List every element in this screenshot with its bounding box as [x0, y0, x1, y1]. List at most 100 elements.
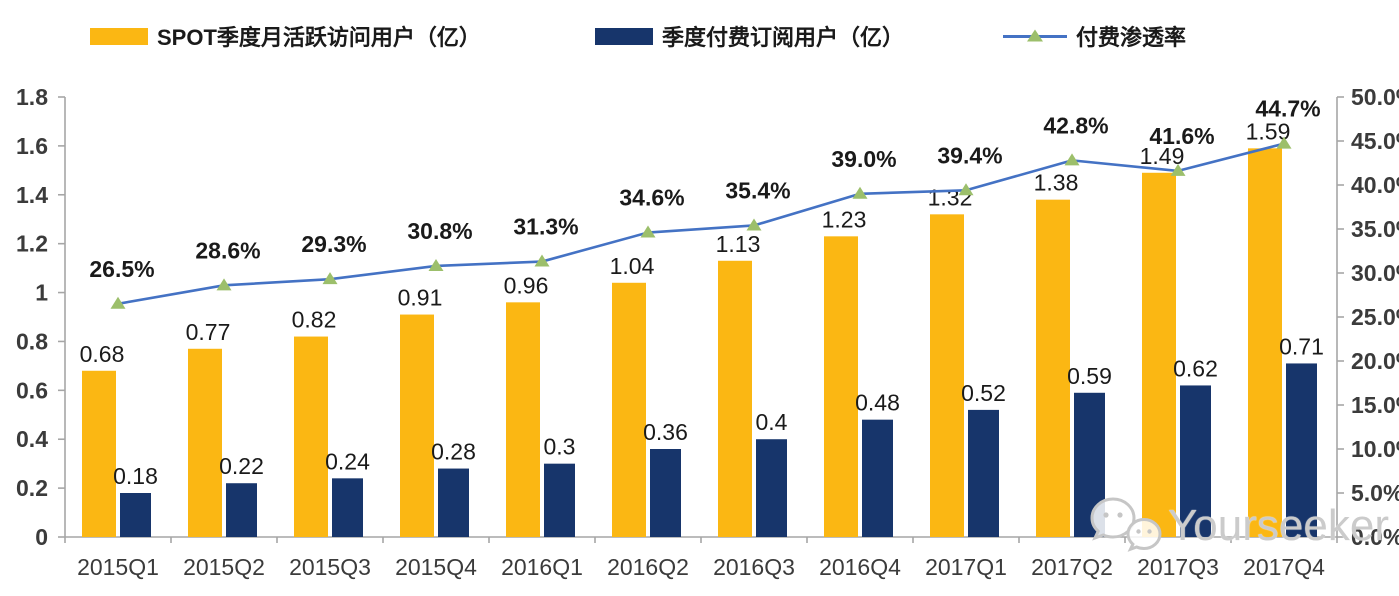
penetration-label: 39.0% [831, 146, 896, 172]
bar-subs-label: 0.24 [325, 448, 370, 474]
y-right-tick-label: 15.0% [1351, 392, 1399, 418]
x-axis-label: 2017Q3 [1137, 554, 1219, 580]
bar-subs-label: 0.18 [113, 463, 158, 489]
penetration-marker [1276, 136, 1292, 149]
bar-mau-label: 1.13 [716, 231, 761, 257]
x-axis-label: 2017Q2 [1031, 554, 1113, 580]
legend-item-subs[interactable]: 季度付费订阅用户（亿） [595, 20, 904, 52]
bar-subs-label: 0.28 [431, 439, 476, 465]
x-axis-label: 2016Q2 [607, 554, 689, 580]
bar-mau [188, 348, 222, 537]
penetration-label: 34.6% [619, 185, 684, 211]
legend-item-mau[interactable]: SPOT季度月活跃访问用户（亿） [90, 20, 481, 52]
penetration-label: 29.3% [301, 231, 366, 257]
bar-subs-label: 0.59 [1067, 363, 1112, 389]
mau-legend-swatch [90, 27, 148, 45]
y-right-tick-label: 10.0% [1351, 436, 1399, 462]
y-left-tick-label: 0.6 [16, 377, 48, 403]
penetration-label: 26.5% [89, 256, 154, 282]
bar-subs [968, 409, 999, 537]
y-right-tick-label: 40.0% [1351, 172, 1399, 198]
penetration-marker [534, 254, 550, 267]
penetration-legend-line-icon [1003, 29, 1067, 42]
penetration-label: 35.4% [725, 177, 790, 203]
penetration-label: 41.6% [1149, 123, 1214, 149]
penetration-marker [428, 258, 444, 271]
y-right-tick-label: 50.0% [1351, 84, 1399, 110]
penetration-marker [216, 278, 232, 291]
y-right-tick-label: 30.0% [1351, 260, 1399, 286]
bar-mau-label: 0.91 [398, 285, 443, 311]
penetration-marker [322, 272, 338, 285]
bar-mau [824, 236, 858, 538]
bar-subs-label: 0.48 [855, 390, 900, 416]
bar-mau [506, 302, 540, 537]
x-axis-label: 2015Q1 [77, 554, 159, 580]
penetration-line [117, 142, 1285, 306]
bar-mau-label: 1.49 [1140, 143, 1185, 169]
bar-subs-label: 0.62 [1173, 355, 1218, 381]
y-left-tick-label: 0.4 [16, 426, 48, 452]
bar-subs-label: 0.4 [756, 409, 788, 435]
penetration-marker [746, 218, 762, 231]
bar-mau-label: 0.96 [504, 272, 549, 298]
bar-subs [756, 439, 787, 537]
bar-subs [438, 468, 469, 537]
bar-mau [718, 260, 752, 537]
bar-subs [120, 493, 151, 537]
bar-mau-label: 1.38 [1034, 170, 1079, 196]
bar-subs [1180, 385, 1211, 537]
x-axis-label: 2016Q3 [713, 554, 795, 580]
bar-mau [1142, 172, 1176, 537]
x-axis-label: 2015Q3 [289, 554, 371, 580]
triangle-marker-icon [1027, 29, 1043, 42]
bar-mau [930, 214, 964, 538]
penetration-legend-label: 付费渗透率 [1076, 25, 1187, 50]
bar-subs [862, 419, 893, 537]
penetration-label: 39.4% [937, 142, 1002, 168]
x-axis-label: 2016Q4 [819, 554, 901, 580]
bar-mau-label: 1.23 [822, 206, 867, 232]
penetration-label: 42.8% [1043, 112, 1108, 138]
y-right-tick-label: 0.0% [1351, 524, 1399, 550]
bar-mau-label: 0.77 [186, 319, 231, 345]
watermark: Yourseeker [1090, 494, 1389, 558]
bar-mau-label: 0.68 [80, 341, 125, 367]
bar-mau [82, 370, 116, 537]
y-left-tick-label: 1 [35, 280, 48, 306]
legend-item-penetration[interactable]: 付费渗透率 [1003, 20, 1186, 52]
penetration-marker [852, 186, 868, 199]
penetration-label: 31.3% [513, 214, 578, 240]
bar-mau [400, 314, 434, 537]
y-right-tick-label: 25.0% [1351, 304, 1399, 330]
y-right-tick-label: 20.0% [1351, 348, 1399, 374]
bar-subs [226, 483, 257, 537]
x-axis-label: 2015Q2 [183, 554, 265, 580]
bar-subs-label: 0.22 [219, 453, 264, 479]
y-left-tick-label: 1.2 [16, 231, 48, 257]
bar-subs-label: 0.52 [961, 380, 1006, 406]
bar-mau [294, 336, 328, 537]
penetration-label: 28.6% [195, 237, 260, 263]
y-right-tick-label: 5.0% [1351, 480, 1399, 506]
bar-mau [612, 282, 646, 537]
penetration-marker [110, 296, 126, 309]
y-left-tick-label: 0.2 [16, 475, 48, 501]
penetration-label: 30.8% [407, 218, 472, 244]
bar-mau-label: 1.04 [610, 253, 655, 279]
y-left-tick-label: 1.6 [16, 133, 48, 159]
bar-mau-label: 0.82 [292, 307, 337, 333]
bar-mau [1036, 199, 1070, 537]
bar-mau [1248, 148, 1282, 538]
subs-legend-swatch [595, 27, 653, 45]
y-left-tick-label: 0.8 [16, 328, 48, 354]
bar-subs [544, 463, 575, 537]
x-axis-label: 2015Q4 [395, 554, 477, 580]
subs-legend-label: 季度付费订阅用户（亿） [662, 25, 905, 50]
x-axis-label: 2016Q1 [501, 554, 583, 580]
y-right-tick-label: 35.0% [1351, 216, 1399, 242]
penetration-label: 44.7% [1255, 96, 1320, 122]
bar-subs-label: 0.71 [1279, 333, 1324, 359]
